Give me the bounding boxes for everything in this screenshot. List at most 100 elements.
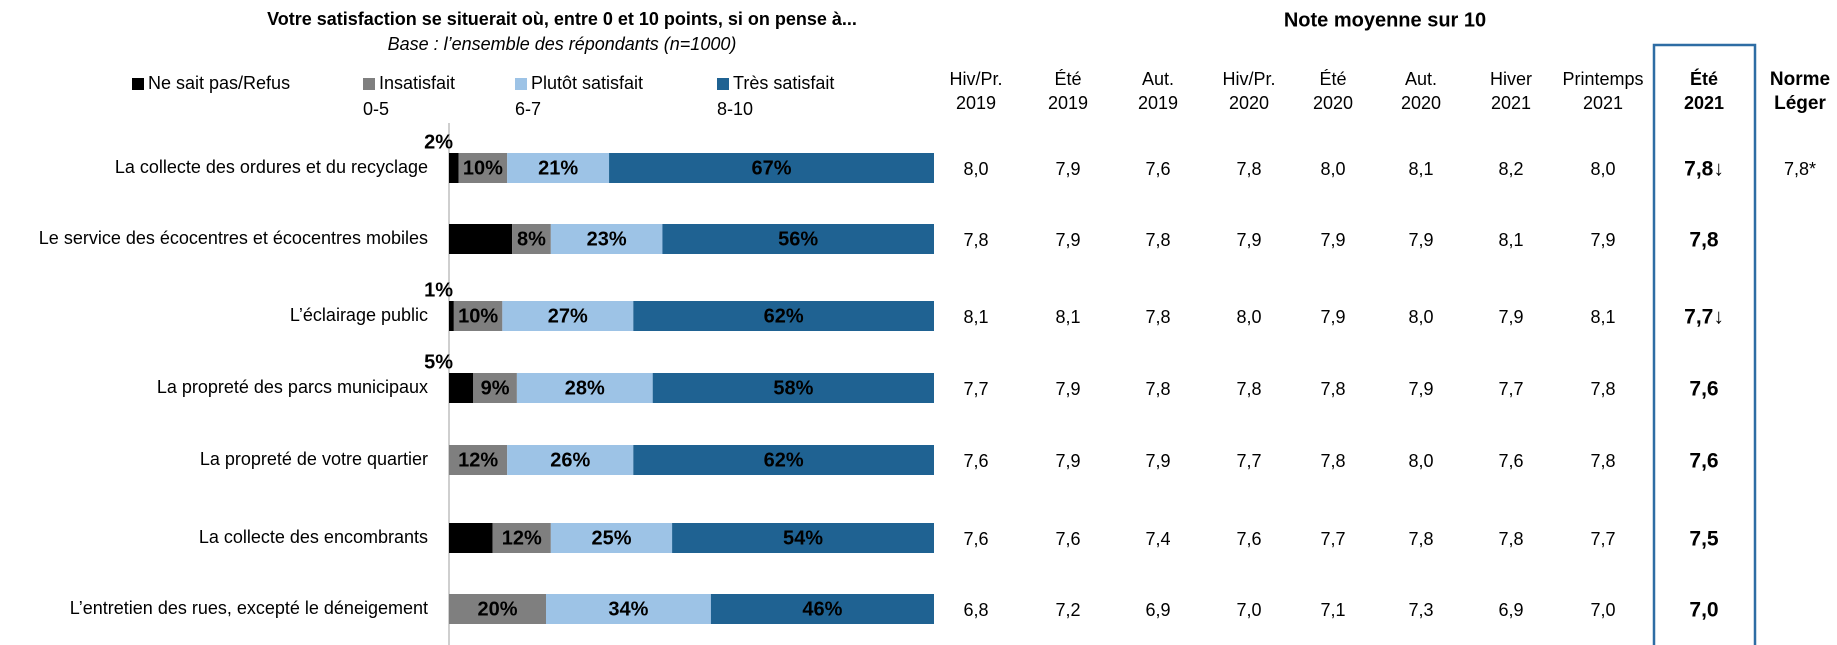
- category-label: La collecte des encombrants: [199, 527, 428, 547]
- table-cell: 7,2: [1055, 600, 1080, 620]
- bar-segment: [672, 523, 934, 553]
- bar-segment: [449, 373, 474, 403]
- table-cell: 8,0: [963, 159, 988, 179]
- table-cell: 7,6: [1689, 450, 1718, 473]
- legend-sublabel: 0-5: [363, 99, 389, 119]
- value-label: 12%: [502, 527, 542, 549]
- table-cell: 8,1: [1590, 307, 1615, 327]
- table-cell: 8,1: [1055, 307, 1080, 327]
- column-header: Été: [1319, 69, 1346, 89]
- table-cell: 7,0: [1236, 600, 1261, 620]
- category-label: L’éclairage public: [290, 305, 428, 325]
- column-header: Hiv/Pr.: [949, 69, 1002, 89]
- bar-segment: [516, 373, 653, 403]
- table-cell: 7,8: [1320, 379, 1345, 399]
- legend-label: Plutôt satisfait: [531, 73, 643, 93]
- table-cell: 7,8: [1145, 230, 1170, 250]
- table-cell: 7,1: [1320, 600, 1345, 620]
- table-cell: 8,0: [1408, 307, 1433, 327]
- bar-segment: [453, 301, 503, 331]
- column-header: 2020: [1313, 93, 1353, 113]
- bar-segment: [550, 224, 663, 254]
- table-cell: 7,8: [1145, 379, 1170, 399]
- table-cell: 7,7: [1590, 529, 1615, 549]
- table-cell: 7,7: [1236, 451, 1261, 471]
- table-cell: 7,0: [1590, 600, 1615, 620]
- value-label: 67%: [752, 157, 792, 179]
- table-cell: 7,5: [1689, 528, 1719, 551]
- column-header: Hiv/Pr.: [1222, 69, 1275, 89]
- value-label: 58%: [773, 377, 813, 399]
- column-header: Été: [1054, 69, 1081, 89]
- table-cell: 8,0: [1590, 159, 1615, 179]
- value-label: 13%: [461, 228, 501, 250]
- value-label: 2%: [424, 131, 453, 153]
- table-cell: 7,6: [1689, 378, 1718, 401]
- column-header: Printemps: [1562, 69, 1643, 89]
- legend-sublabel: 8-10: [717, 99, 753, 119]
- bar-segment: [546, 594, 711, 624]
- bar-segment: [507, 445, 634, 475]
- column-header: Norme: [1770, 69, 1830, 90]
- value-label: 5%: [424, 351, 453, 373]
- column-header: Aut.: [1405, 69, 1437, 89]
- value-label: 23%: [587, 228, 627, 250]
- category-label: Le service des écocentres et écocentres …: [39, 228, 428, 248]
- value-label: 27%: [548, 305, 588, 327]
- table-cell: 7,6: [963, 529, 988, 549]
- table-cell: 8,0: [1236, 307, 1261, 327]
- value-label: 9%: [456, 527, 485, 549]
- table-cell: 7,8: [1590, 379, 1615, 399]
- bar-segment: [473, 373, 517, 403]
- table-cell: 6,8: [963, 600, 988, 620]
- column-header: 2019: [1048, 93, 1088, 113]
- column-header: 2020: [1229, 93, 1269, 113]
- legend-swatch: [132, 78, 144, 90]
- table-cell: 7,6: [963, 451, 988, 471]
- table-cell: 7,6: [1498, 451, 1523, 471]
- table-cell: 6,9: [1145, 600, 1170, 620]
- bar-segment: [609, 153, 934, 183]
- bar-segment: [662, 224, 934, 254]
- table-cell: 7,9: [1055, 379, 1080, 399]
- bar-segment: [449, 301, 454, 331]
- value-label: 25%: [591, 527, 631, 549]
- bar-segment: [458, 153, 508, 183]
- table-cell: 7,8: [1320, 451, 1345, 471]
- category-label: La propreté des parcs municipaux: [157, 377, 428, 397]
- value-label: 46%: [802, 598, 842, 620]
- table-cell: 7,8: [1236, 379, 1261, 399]
- table-cell: 7,8: [1498, 529, 1523, 549]
- table-cell: 8,2: [1498, 159, 1523, 179]
- table-cell: 7,7: [1498, 379, 1523, 399]
- table-cell: 7,7: [1320, 529, 1345, 549]
- table-cell: 7,8*: [1784, 159, 1816, 179]
- column-header: 2019: [1138, 93, 1178, 113]
- value-label: 26%: [550, 449, 590, 471]
- value-label: 1%: [424, 279, 453, 301]
- table-cell: 7,9: [1236, 230, 1261, 250]
- value-label: 34%: [608, 598, 648, 620]
- table-cell: 7,8↓: [1684, 158, 1724, 181]
- bar-segment: [449, 153, 459, 183]
- bar-segment: [449, 445, 508, 475]
- column-header: Léger: [1774, 93, 1826, 114]
- table-cell: 7,8: [1408, 529, 1433, 549]
- table-cell: 7,9: [1408, 379, 1433, 399]
- chart-subtitle: Base : l’ensemble des répondants (n=1000…: [388, 34, 737, 54]
- value-label: 56%: [778, 228, 818, 250]
- table-cell: 8,0: [1408, 451, 1433, 471]
- table-cell: 7,9: [1320, 230, 1345, 250]
- bar-segment: [652, 373, 934, 403]
- table-cell: 7,9: [1320, 307, 1345, 327]
- bar-segment: [449, 224, 513, 254]
- table-cell: 7,8: [1145, 307, 1170, 327]
- bar-segment: [633, 301, 934, 331]
- table-cell: 7,4: [1145, 529, 1170, 549]
- table-cell: 8,1: [963, 307, 988, 327]
- table-cell: 7,9: [1055, 451, 1080, 471]
- table-cell: 7,8: [1689, 229, 1719, 252]
- value-label: 28%: [565, 377, 605, 399]
- category-label: La propreté de votre quartier: [200, 449, 428, 469]
